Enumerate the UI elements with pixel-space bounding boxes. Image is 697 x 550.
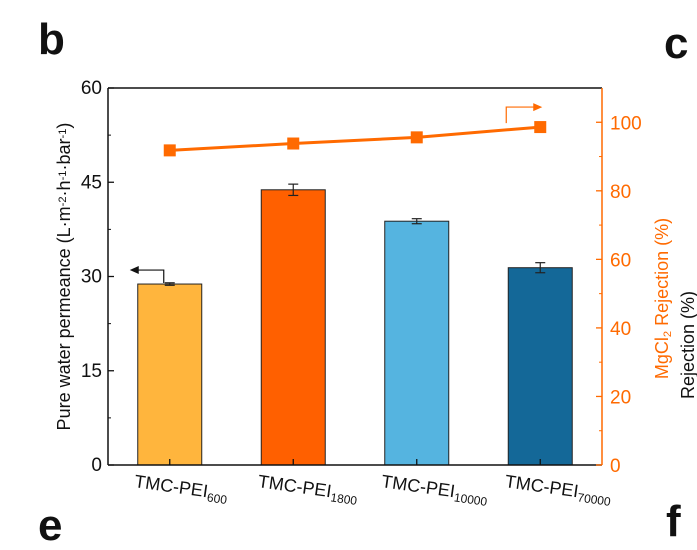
- right-axis-arrow-line: [505, 106, 535, 124]
- left-axis-arrow-head: [129, 266, 139, 275]
- left-axis-title-part: Pure water permeance (L·m: [54, 206, 74, 430]
- category-label-10000: TMC-PEI10000: [380, 471, 490, 509]
- right-tick-label: 40: [610, 319, 631, 340]
- right-axis-arrow-head: [533, 103, 543, 112]
- bar-1800: [260, 189, 326, 466]
- left-axis-title-part: ·h: [54, 180, 74, 196]
- category-label-subscript: 10000: [453, 491, 488, 510]
- right-tick-label: 60: [610, 250, 631, 271]
- left-tick-label: 0: [91, 455, 102, 476]
- left-axis-title-part: ·bar: [54, 138, 74, 170]
- category-label-subscript: 1800: [330, 491, 359, 509]
- right-tick-label: 80: [610, 182, 631, 203]
- right-tick-label: 20: [610, 387, 631, 408]
- left-axis-title: Pure water permeance (L·m-2·h-1·bar-1): [54, 123, 74, 431]
- left-axis-title-part: -1: [57, 129, 69, 139]
- rejection-point-70000: [534, 121, 547, 134]
- right-axis-title-part: 2: [662, 331, 674, 337]
- left-tick-label: 30: [81, 267, 102, 288]
- left-tick-label: 15: [81, 361, 102, 382]
- right-tick-label: 0: [610, 456, 621, 477]
- panel-label-c: c: [664, 19, 689, 68]
- rejection-line: [169, 125, 541, 152]
- right-tick-label: 100: [610, 113, 642, 134]
- panel-label-f: f: [666, 497, 681, 546]
- bar-70000: [507, 267, 573, 466]
- left-axis-title-part: ): [54, 123, 74, 129]
- neighbor-panel-axis-text: Rejection (%): [678, 291, 697, 399]
- category-label-base: TMC-PEI: [257, 471, 333, 501]
- bar-10000: [384, 220, 450, 466]
- right-axis-title: MgCl2 Rejection (%): [652, 218, 674, 379]
- category-label-base: TMC-PEI: [504, 471, 580, 501]
- bar-600: [137, 283, 203, 466]
- category-label-600: TMC-PEI600: [133, 471, 230, 507]
- category-label-70000: TMC-PEI70000: [503, 471, 613, 509]
- category-label-1800: TMC-PEI1800: [256, 471, 359, 508]
- left-tick-label: 45: [81, 172, 102, 193]
- category-label-base: TMC-PEI: [133, 471, 209, 501]
- category-label-subscript: 600: [206, 491, 228, 508]
- left-axis-title-part: -1: [57, 170, 69, 180]
- category-label-base: TMC-PEI: [380, 471, 456, 501]
- panel-label-b: b: [38, 15, 65, 64]
- right-axis-title-part: Rejection (%): [652, 218, 672, 331]
- left-axis-title-part: -2: [57, 196, 69, 206]
- right-axis-title-part: MgCl: [652, 337, 672, 379]
- rejection-point-10000: [410, 131, 423, 144]
- category-label-subscript: 70000: [577, 491, 612, 510]
- rejection-point-1800: [287, 137, 300, 150]
- rejection-point-600: [163, 144, 176, 157]
- left-tick-label: 60: [81, 78, 102, 99]
- left-axis-arrow-line: [137, 269, 165, 284]
